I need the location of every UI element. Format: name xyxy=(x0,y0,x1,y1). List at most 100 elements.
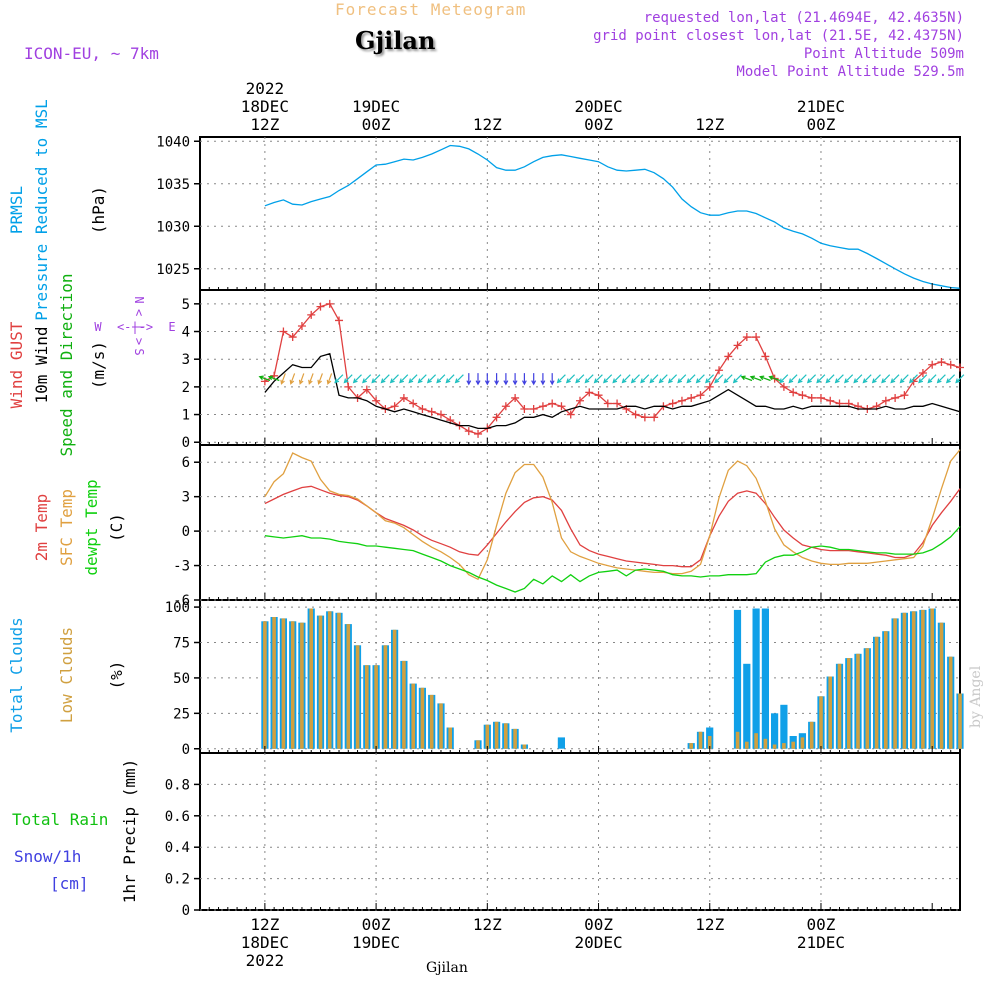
wind-gust-point xyxy=(520,405,529,414)
panel-frame-pressure xyxy=(199,136,961,291)
wind-direction-arrow xyxy=(512,373,518,386)
low-clouds-bar xyxy=(318,615,323,749)
wind-gust-point xyxy=(307,310,316,319)
low-clouds-bar xyxy=(485,724,490,749)
wind-direction-arrow xyxy=(732,374,742,384)
low-clouds-bar xyxy=(439,703,443,749)
wind-gust-point xyxy=(937,357,946,366)
wind-direction-arrow xyxy=(945,374,956,384)
wind-gust-point xyxy=(316,302,325,311)
wind-gust-point xyxy=(715,366,724,375)
wind-direction-arrow xyxy=(677,374,687,384)
pressure-label: PRMSL xyxy=(7,186,26,234)
y-tick-label: 3 xyxy=(182,490,190,506)
wind-gust-point xyxy=(399,393,408,402)
wind-direction-arrow xyxy=(380,374,390,384)
wind-gust-point xyxy=(742,333,751,342)
wind-gust-point xyxy=(566,410,575,419)
low-clouds-bar xyxy=(847,658,851,749)
total-clouds-bar xyxy=(752,608,760,749)
wind-gust-point xyxy=(325,299,334,308)
wind-gust-point xyxy=(650,413,659,422)
wind-gust-point xyxy=(362,385,371,394)
wind-direction-arrow xyxy=(556,374,566,384)
wind-gust-point xyxy=(613,399,622,408)
low-clouds-bar xyxy=(513,728,517,749)
wind-direction-arrow xyxy=(603,374,613,384)
wind-gust-point xyxy=(946,360,955,369)
time-label-bottom: 00Z xyxy=(362,915,391,934)
low-clouds-bar xyxy=(948,656,953,749)
wind-direction-arrow xyxy=(408,374,418,384)
wind-gust-point xyxy=(789,388,798,397)
low-clouds-bar xyxy=(448,727,452,749)
wind-gust-point xyxy=(557,402,566,411)
wind-gust-point xyxy=(631,410,640,419)
y-tick-label: 6 xyxy=(182,455,190,471)
wind-gust-point xyxy=(687,393,696,402)
time-label-top: 21DEC xyxy=(797,97,845,116)
wind-gust-point xyxy=(640,413,649,422)
low-clouds-bar xyxy=(856,653,860,749)
y-tick-label: 5 xyxy=(182,297,190,313)
low-clouds-bar xyxy=(698,731,703,749)
precip-ylabel: 1hr Precip (mm) xyxy=(120,759,139,904)
wind-direction-arrow xyxy=(417,374,427,384)
wind-direction-arrow xyxy=(361,374,372,384)
wind-direction-arrow xyxy=(749,375,762,382)
compass-east: E xyxy=(168,320,175,334)
wind-direction-arrow xyxy=(936,374,946,384)
time-label-bottom: 2022 xyxy=(246,951,285,970)
low-clouds-bar xyxy=(930,608,934,749)
wind-direction-arrow xyxy=(352,374,362,384)
low-clouds-bar xyxy=(884,631,888,749)
y-tick-label: -6 xyxy=(173,593,190,609)
requested-coords: requested lon,lat (21.4694E, 42.4635N) xyxy=(643,10,964,26)
wind-direction-arrow xyxy=(667,374,678,384)
compass-west: W xyxy=(94,320,102,334)
wind-direction-arrow xyxy=(298,373,305,385)
wind-label: Speed and Direction xyxy=(57,273,76,456)
wind-direction-arrow xyxy=(584,374,594,384)
wind-direction-arrow xyxy=(918,374,928,384)
wind-direction-arrow xyxy=(289,373,296,385)
wind-direction-arrow xyxy=(899,374,909,384)
compass-vertical-axis: < | > xyxy=(132,309,146,345)
series-prmsl-line xyxy=(264,144,961,289)
time-label-bottom: 12Z xyxy=(473,915,502,934)
wind-direction-arrow xyxy=(658,374,668,384)
low-clouds-bar xyxy=(819,696,823,749)
wind-gust-point xyxy=(594,391,603,400)
low-clouds-bar xyxy=(865,648,870,749)
low-clouds-bar xyxy=(494,721,499,749)
low-clouds-bar xyxy=(958,693,962,749)
panel-frame-temp xyxy=(199,444,961,601)
low-clouds-bar xyxy=(911,611,916,749)
wind-direction-arrow xyxy=(593,374,603,384)
wind-gust-point xyxy=(816,393,825,402)
y-tick-label: 1030 xyxy=(156,219,190,235)
total-clouds-bar xyxy=(761,608,769,749)
wind-gust-point xyxy=(733,341,742,350)
y-tick-label: 3 xyxy=(182,352,190,368)
total-clouds-bar xyxy=(557,737,565,749)
wind-direction-arrow xyxy=(686,374,696,384)
wind-direction-arrow xyxy=(825,374,835,384)
wind-direction-arrow xyxy=(853,374,863,384)
low-clouds-bar xyxy=(874,636,879,749)
wind-label: 10m Wind xyxy=(32,326,51,403)
time-label-bottom: 21DEC xyxy=(797,933,845,952)
low-clouds-bar xyxy=(420,687,425,749)
wind-gust-point xyxy=(464,427,473,436)
pressure-label: (hPa) xyxy=(89,186,108,234)
wind-direction-arrow xyxy=(816,374,826,384)
low-clouds-bar xyxy=(476,740,480,749)
low-clouds-bar xyxy=(272,617,276,749)
wind-gust-point xyxy=(928,360,937,369)
time-label-bottom: 20DEC xyxy=(574,933,622,952)
wind-direction-arrow xyxy=(806,374,817,384)
low-clouds-bar xyxy=(281,618,286,749)
chart-marks xyxy=(258,144,965,749)
wind-direction-arrow xyxy=(927,374,937,384)
